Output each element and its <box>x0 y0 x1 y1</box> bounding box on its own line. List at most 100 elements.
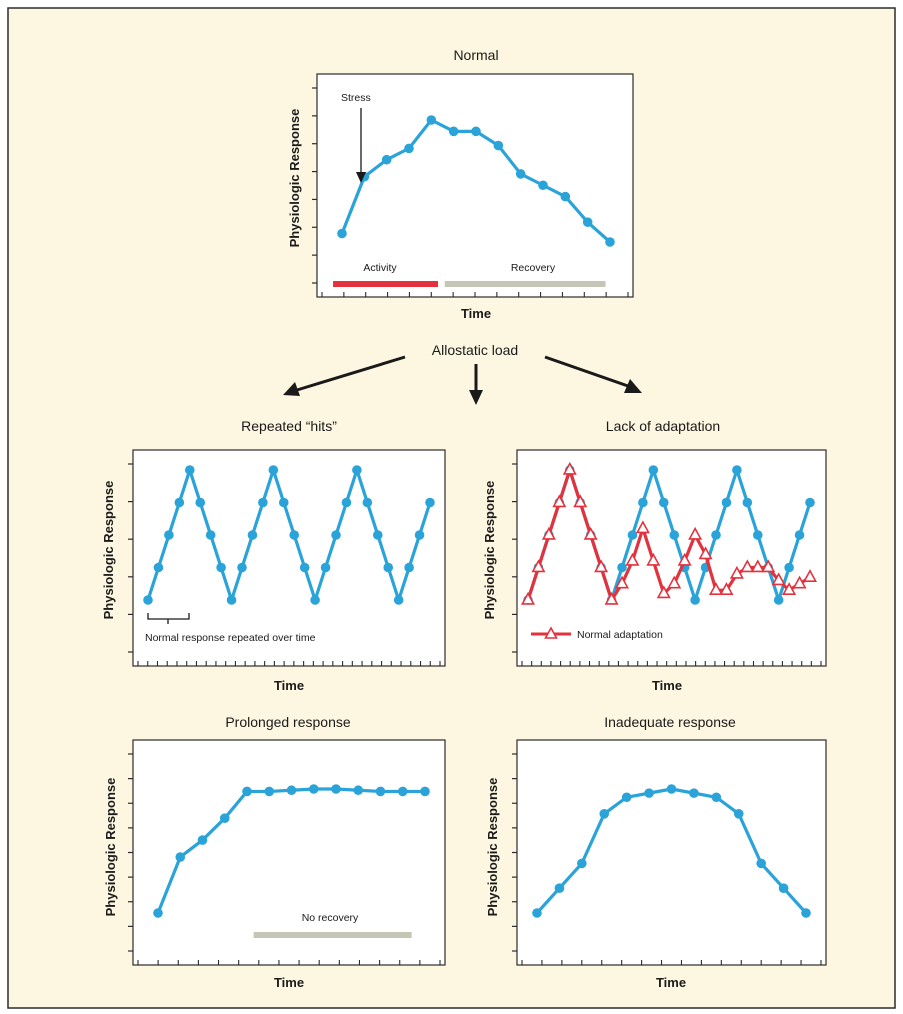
data-point <box>617 562 627 573</box>
data-point-triangle <box>708 582 724 595</box>
data-point <box>372 530 383 540</box>
data-point <box>289 530 300 540</box>
allostatic-load-label: Allostatic load <box>432 342 518 358</box>
data-point-triangle <box>625 552 640 566</box>
data-point-triangle <box>583 526 598 540</box>
data-point-triangle <box>541 526 556 540</box>
data-point <box>195 497 206 508</box>
data-point-triangle <box>677 552 692 566</box>
data-point <box>143 595 153 605</box>
data-point <box>658 497 669 508</box>
chart-inadequate-response-plot <box>512 739 827 966</box>
chart-inadequate-response-title: Inadequate response <box>604 714 736 730</box>
data-point <box>268 465 279 475</box>
data-point-triangle <box>573 494 588 508</box>
chart-prolonged-response-plot <box>128 739 446 966</box>
data-point-triangle <box>761 559 776 573</box>
data-point <box>805 497 815 508</box>
data-point-triangle <box>719 582 734 595</box>
data-point <box>742 497 753 508</box>
bar-no-recovery <box>253 932 412 938</box>
chart-repeated-hits: Repeated “hits” Time Physiologic Respons… <box>101 418 446 693</box>
legend-triangle-marker <box>544 626 558 639</box>
data-point <box>264 786 275 797</box>
data-point <box>308 784 319 794</box>
chart-repeated-hits-plot <box>128 449 446 667</box>
data-point <box>247 530 258 540</box>
data-point <box>397 786 408 797</box>
chart-normal-xlabel: Time <box>461 306 491 321</box>
arrow-down <box>469 364 483 405</box>
legend-label: Normal adaptation <box>577 629 663 641</box>
data-point <box>669 530 680 540</box>
data-point <box>337 228 347 239</box>
data-point <box>711 530 721 540</box>
plot-frame <box>316 73 634 298</box>
data-point <box>493 140 504 151</box>
data-point <box>582 217 593 227</box>
data-point-triangle <box>656 585 671 599</box>
data-point <box>205 530 216 540</box>
activity-label: Activity <box>363 262 397 274</box>
data-point-triangle <box>520 591 536 605</box>
data-point <box>733 809 744 819</box>
data-point <box>666 784 677 794</box>
chart-lack-of-adaptation-ylabel: Physiologic Response <box>482 481 497 620</box>
data-point <box>164 530 174 540</box>
repeated-hits-annotation: Normal response repeated over time <box>145 632 316 644</box>
data-point <box>801 908 811 918</box>
data-point <box>175 852 186 862</box>
data-point-triangle <box>771 572 786 586</box>
data-point <box>404 562 414 573</box>
chart-repeated-hits-ylabel: Physiologic Response <box>101 481 116 620</box>
data-point <box>331 530 341 540</box>
data-point <box>174 497 185 508</box>
recovery-label: Recovery <box>511 262 556 274</box>
data-point <box>393 595 404 605</box>
data-point <box>278 497 289 508</box>
bar-recovery <box>444 281 606 287</box>
data-point <box>538 180 548 191</box>
series-line-normal-adaptation <box>526 468 811 602</box>
chart-normal-plot <box>312 73 634 298</box>
chart-prolonged-response-title: Prolonged response <box>225 714 351 730</box>
data-point-triangle <box>604 591 619 605</box>
data-point-triangle <box>750 559 765 573</box>
data-point <box>425 497 435 508</box>
data-point <box>226 595 237 605</box>
chart-normal-title: Normal <box>453 47 498 63</box>
data-point <box>778 883 789 893</box>
data-point <box>258 497 268 508</box>
no-recovery-label: No recovery <box>302 912 359 924</box>
data-point <box>286 785 297 796</box>
chart-lack-of-adaptation-title: Lack of adaptation <box>606 418 720 434</box>
data-point-triangle <box>614 575 630 589</box>
data-point-triangle <box>688 526 703 540</box>
data-point <box>784 562 794 573</box>
chart-lack-of-adaptation-xlabel: Time <box>652 678 682 693</box>
data-point-triangle <box>594 559 609 573</box>
data-point-triangle <box>698 546 713 560</box>
data-point <box>689 788 699 798</box>
data-point <box>732 465 742 475</box>
data-point-triangle <box>667 575 682 589</box>
data-point <box>353 785 364 796</box>
data-point-triangle <box>562 461 577 475</box>
data-point <box>237 562 247 573</box>
stress-annotation: Stress <box>341 92 371 104</box>
chart-prolonged-response-ylabel: Physiologic Response <box>103 778 118 917</box>
data-point <box>448 126 459 137</box>
chart-repeated-hits-title: Repeated “hits” <box>241 418 337 434</box>
chart-inadequate-response-xlabel: Time <box>656 975 686 990</box>
data-point-triangle <box>729 565 744 579</box>
data-point <box>532 908 542 918</box>
bar-activity <box>333 281 439 287</box>
data-point <box>310 595 320 605</box>
data-point <box>414 530 425 540</box>
series-line-response <box>146 468 432 602</box>
data-point <box>599 809 610 819</box>
plot-frame <box>516 739 827 966</box>
data-point-triangle <box>740 559 755 573</box>
data-point <box>794 530 805 540</box>
data-point <box>627 530 638 540</box>
